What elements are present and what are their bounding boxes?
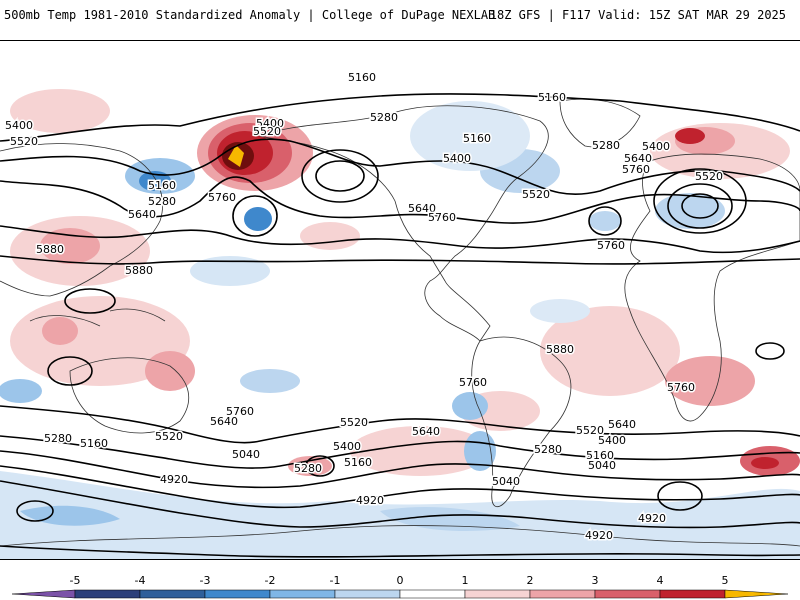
contour-label: 4920 — [638, 512, 666, 525]
colorbar-tick: -3 — [199, 574, 211, 587]
contour-label: 5040 — [232, 448, 260, 461]
contour-label: 4920 — [356, 494, 384, 507]
colorbar-tick: -5 — [69, 574, 81, 587]
contour-label: 5280 — [534, 443, 562, 456]
contour-label: 5400 — [598, 434, 626, 447]
colorbar-strip — [11, 589, 789, 599]
contour-label: 5760 — [226, 405, 254, 418]
contour-label: 5520 — [576, 424, 604, 437]
contour-label: 5160 — [148, 179, 176, 192]
anomaly-map: 5160 5400 5520 5160 5280 5640 5880 5880 … — [0, 40, 800, 560]
contour-label: 5760 — [208, 191, 236, 204]
contour-label: 5280 — [44, 432, 72, 445]
contour-label: 5040 — [492, 475, 520, 488]
colorbar-tick: -1 — [329, 574, 341, 587]
contour-label: 5400 — [443, 152, 471, 165]
contour-label: 5160 — [586, 449, 614, 462]
contour-label: 5520 — [340, 416, 368, 429]
contour-label: 5400 — [256, 117, 284, 130]
contour-label: 5760 — [428, 211, 456, 224]
colorbar-tick: -4 — [134, 574, 146, 587]
contour-label: 4920 — [585, 529, 613, 542]
contour-label: 5520 — [522, 188, 550, 201]
contour-label: 5160 — [538, 91, 566, 104]
colorbar-tick: 2 — [526, 574, 534, 587]
contour-label: 5160 — [344, 456, 372, 469]
contour-label: 5640 — [624, 152, 652, 165]
contour-label: 5160 — [80, 437, 108, 450]
contour-label: 5280 — [294, 462, 322, 475]
contour-labels: 5160 5400 5520 5160 5280 5640 5880 5880 … — [4, 70, 725, 544]
contour-label: 5040 — [588, 459, 616, 472]
contour-label: 5160 — [348, 71, 376, 84]
contour-label: 5760 — [597, 239, 625, 252]
contour-label: 5640 — [210, 415, 238, 428]
contour-label: 5640 — [608, 418, 636, 431]
contour-label: 5880 — [546, 343, 574, 356]
contour-label: 5760 — [459, 376, 487, 389]
contour-label: 5400 — [642, 140, 670, 153]
colorbar-tick: 5 — [721, 574, 729, 587]
contour-label: 4920 — [160, 473, 188, 486]
contour-label: 5280 — [370, 111, 398, 124]
contour-label: 5400 — [333, 440, 361, 453]
contour-label: 5880 — [125, 264, 153, 277]
contour-label: 5520 — [253, 125, 281, 138]
map-canvas: 5160 5400 5520 5160 5280 5640 5880 5880 … — [0, 70, 800, 559]
colorbar-tick: -2 — [264, 574, 276, 587]
anomaly-colorbar: -5 -4 -3 -2 -1 0 1 2 3 4 5 — [0, 560, 800, 600]
contour-label: 5160 — [463, 132, 491, 145]
contour-label: 5880 — [36, 243, 64, 256]
contour-label: 5640 — [408, 202, 436, 215]
contour-label: 5280 — [148, 195, 176, 208]
anomaly-shading — [0, 89, 800, 559]
contour-label: 5520 — [10, 135, 38, 148]
map-header: 500mb Temp 1981-2010 Standardized Anomal… — [0, 0, 800, 32]
colorbar-tick: 3 — [591, 574, 599, 587]
contour-label: 5520 — [155, 430, 183, 443]
colorbar-tick: 4 — [656, 574, 664, 587]
map-title: 500mb Temp 1981-2010 Standardized Anomal… — [4, 8, 496, 22]
contour-label: 5520 — [695, 170, 723, 183]
contour-label: 5760 — [667, 381, 695, 394]
height-contours — [0, 93, 800, 558]
contour-label: 5400 — [5, 119, 33, 132]
coastlines — [0, 98, 800, 547]
contour-label: 5760 — [622, 163, 650, 176]
contour-label: 5280 — [592, 139, 620, 152]
colorbar-tick: 0 — [396, 574, 404, 587]
model-run-info: 18Z GFS | F117 Valid: 15Z SAT MAR 29 202… — [489, 8, 786, 22]
colorbar-tick: 1 — [461, 574, 469, 587]
contour-label: 5640 — [128, 208, 156, 221]
contour-label: 5640 — [412, 425, 440, 438]
